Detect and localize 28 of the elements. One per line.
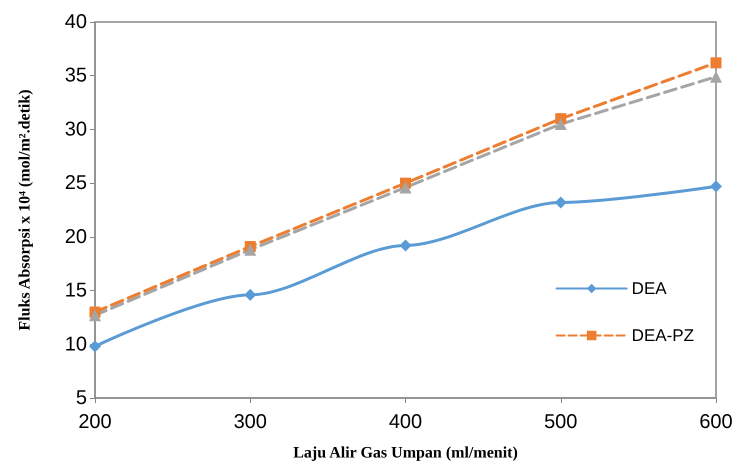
point bbox=[89, 340, 101, 352]
x-tick-label: 400 bbox=[388, 411, 422, 433]
x-tick-label: 200 bbox=[78, 411, 112, 433]
point bbox=[89, 309, 101, 322]
x-tick-label: 600 bbox=[699, 411, 733, 433]
y-tick-label: 35 bbox=[64, 64, 87, 87]
y-axis-title: Fluks Absorpsi x 10⁴ (mol/m².detik) bbox=[16, 89, 34, 331]
point bbox=[244, 244, 256, 256]
y-tick-label: 5 bbox=[76, 387, 87, 409]
legend-label: DEA bbox=[632, 279, 668, 298]
y-tick-label: 15 bbox=[64, 280, 87, 302]
point bbox=[710, 57, 722, 68]
point bbox=[400, 239, 412, 252]
point bbox=[554, 118, 567, 130]
point bbox=[710, 70, 722, 83]
point bbox=[244, 288, 256, 301]
y-tick-label: 30 bbox=[64, 118, 87, 140]
point bbox=[554, 196, 567, 208]
x-tick-label: 500 bbox=[544, 411, 578, 433]
y-tick-label: 25 bbox=[64, 172, 87, 194]
x-axis-title: Laju Alir Gas Umpan (ml/menit) bbox=[293, 444, 518, 462]
y-tick-label: 40 bbox=[64, 11, 87, 33]
x-tick-label: 300 bbox=[234, 411, 267, 433]
point bbox=[400, 181, 412, 194]
y-tick-label: 20 bbox=[64, 226, 87, 248]
y-tick-label: 10 bbox=[64, 333, 87, 356]
point bbox=[710, 180, 722, 192]
legend-label: DEA-PZ bbox=[632, 326, 694, 345]
